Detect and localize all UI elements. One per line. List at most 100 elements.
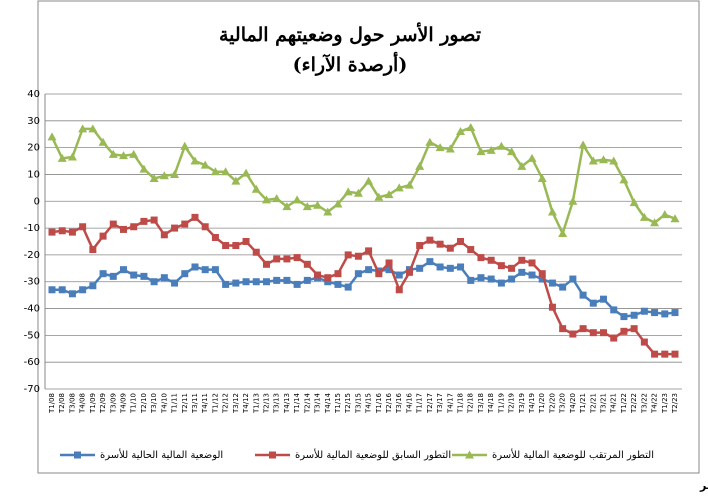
x-tick-label: T4/08 [79, 393, 87, 414]
x-tick-label: T4/20 [569, 393, 577, 414]
point-marker [333, 199, 343, 208]
point-marker [282, 202, 292, 211]
x-tick-label: T1/09 [89, 393, 97, 414]
point-marker [518, 256, 526, 264]
point-marker [507, 147, 517, 156]
x-tick-label: T1/21 [579, 393, 587, 414]
point-marker [181, 270, 189, 278]
point-marker [190, 156, 200, 165]
point-marker [261, 195, 271, 204]
point-marker [251, 184, 261, 193]
x-tick-label: T1/17 [416, 393, 424, 414]
x-tick-label: T4/16 [405, 392, 413, 414]
point-marker [527, 153, 537, 162]
point-marker [456, 127, 466, 136]
point-marker [160, 231, 168, 239]
point-marker [129, 149, 139, 158]
y-tick-label: -50 [24, 330, 40, 341]
point-marker [435, 143, 445, 152]
legend-marker [269, 451, 276, 459]
point-marker [48, 286, 56, 294]
point-marker [252, 278, 260, 286]
point-marker [374, 192, 384, 201]
point-marker [283, 276, 291, 284]
point-marker [324, 274, 332, 282]
x-tick-label: T2/08 [58, 393, 66, 414]
point-marker [109, 272, 117, 280]
point-marker [181, 220, 189, 228]
point-marker [130, 223, 138, 231]
point-marker [160, 274, 168, 282]
point-marker [272, 194, 282, 203]
point-marker [191, 213, 199, 221]
point-marker [334, 270, 342, 278]
x-tick-label: T4/21 [610, 393, 618, 414]
y-tick-label: 40 [27, 89, 40, 100]
point-marker [323, 207, 333, 216]
point-marker [273, 276, 281, 284]
point-marker [201, 223, 209, 231]
point-marker [200, 160, 210, 169]
point-marker [579, 291, 587, 299]
legend-marker [465, 450, 474, 459]
point-marker [353, 188, 363, 197]
point-marker [68, 290, 76, 298]
point-marker [671, 309, 679, 317]
point-marker [150, 216, 158, 224]
x-tick-label: T1/13 [252, 393, 260, 414]
point-marker [171, 224, 179, 232]
point-marker [548, 279, 556, 287]
point-marker [578, 140, 588, 149]
point-marker [273, 255, 281, 263]
point-marker [232, 279, 240, 287]
x-tick-label: T1/16 [375, 392, 383, 414]
x-tick-label: T2/19 [508, 393, 516, 414]
point-marker [252, 248, 260, 256]
point-marker [517, 161, 527, 170]
point-marker [589, 329, 597, 337]
point-marker [559, 325, 567, 333]
point-marker [548, 303, 556, 311]
point-marker [211, 233, 219, 241]
x-tick-label: T1/11 [171, 393, 179, 414]
point-marker [139, 164, 149, 173]
point-marker [344, 283, 352, 291]
point-marker [477, 254, 485, 262]
point-marker [436, 263, 444, 271]
point-marker [109, 220, 117, 228]
point-marker [486, 145, 496, 154]
point-marker [446, 244, 454, 252]
point-marker [395, 286, 403, 294]
point-marker [589, 299, 597, 307]
point-marker [364, 176, 374, 185]
point-marker [620, 327, 628, 335]
point-marker [171, 279, 179, 287]
point-marker [293, 254, 301, 262]
source-note: المصدر :المندوبية السامية للتخطيط، البحث… [699, 478, 708, 492]
legend-label: التطور السابق للوضعية المالية للأسرة [295, 448, 451, 461]
x-tick-label: T1/08 [48, 393, 56, 414]
x-tick-label: T4/11 [201, 393, 209, 414]
point-marker [313, 200, 323, 209]
point-marker [436, 240, 444, 248]
x-tick-label: T3/11 [191, 393, 199, 414]
x-tick-label: T2/11 [181, 393, 189, 414]
x-tick-label: T4/17 [446, 393, 454, 414]
x-tick-label: T1/20 [538, 393, 546, 414]
point-marker [211, 266, 219, 274]
x-tick-label: T1/15 [334, 393, 342, 414]
point-marker [600, 295, 608, 303]
x-tick-label: T1/18 [457, 393, 465, 414]
point-marker [476, 147, 486, 156]
point-marker [99, 232, 107, 240]
x-tick-label: T3/21 [600, 393, 608, 414]
legend-label: الوضعية المالية الحالية للأسرة [100, 448, 223, 461]
point-marker [283, 255, 291, 263]
point-marker [140, 217, 148, 225]
point-marker [394, 183, 404, 192]
point-marker [508, 275, 516, 283]
x-tick-label: T3/15 [354, 393, 362, 414]
point-marker [651, 350, 659, 358]
x-tick-label: T2/23 [671, 393, 679, 414]
point-marker [303, 276, 311, 284]
